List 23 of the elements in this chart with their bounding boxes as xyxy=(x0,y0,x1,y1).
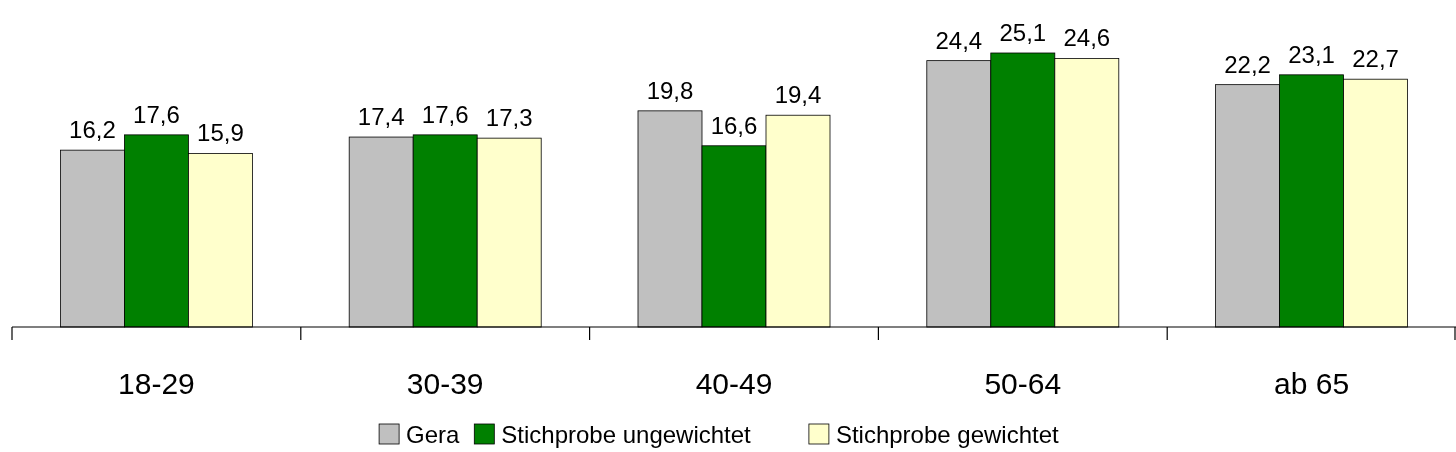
data-label: 17,3 xyxy=(485,104,533,132)
data-label: 16,6 xyxy=(710,111,758,139)
x-tick-label: 30-39 xyxy=(406,367,484,400)
legend-label: Gera xyxy=(406,421,461,448)
legend-label: Stichprobe gewichtet xyxy=(835,421,1060,448)
data-label: 16,2 xyxy=(69,116,116,144)
x-tick-label: 50-64 xyxy=(984,367,1062,400)
data-label: 24,6 xyxy=(1063,24,1111,52)
data-label: 24,4 xyxy=(935,26,983,54)
data-label: 17,4 xyxy=(357,103,405,131)
data-label: 17,6 xyxy=(421,100,469,128)
legend-label: Stichprobe ungewichtet xyxy=(501,421,752,448)
data-label: 19,4 xyxy=(774,81,822,109)
data-label: 19,8 xyxy=(646,76,694,104)
data-label: 15,9 xyxy=(197,119,244,147)
x-tick-label: 18-29 xyxy=(118,367,195,400)
data-label: 17,6 xyxy=(133,100,180,128)
x-tick-label: 40-49 xyxy=(695,367,773,400)
data-label: 22,2 xyxy=(1224,50,1271,78)
data-label: 22,7 xyxy=(1352,45,1399,73)
data-label: 23,1 xyxy=(1288,40,1335,68)
data-label: 25,1 xyxy=(999,19,1047,46)
x-tick-label: ab 65 xyxy=(1274,367,1350,400)
